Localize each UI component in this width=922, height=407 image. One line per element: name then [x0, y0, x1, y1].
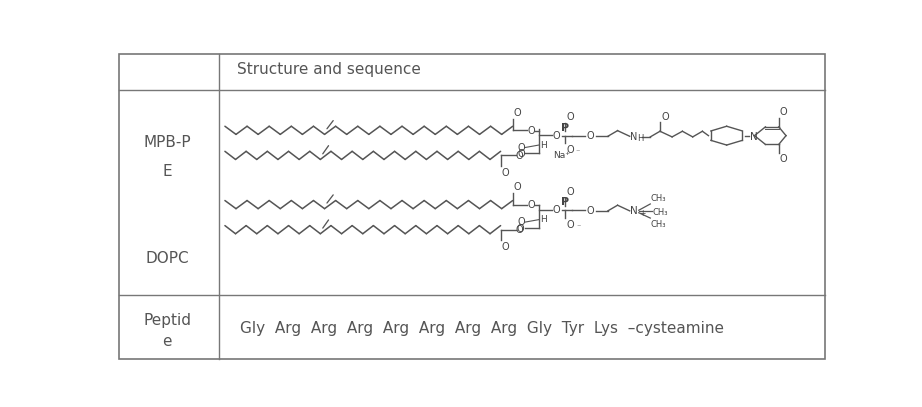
Text: e: e	[162, 334, 171, 348]
Text: E: E	[162, 164, 171, 179]
Text: Gly  Arg  Arg  Arg  Arg  Arg  Arg  Arg  Gly  Tyr  Lys  –cysteamine: Gly Arg Arg Arg Arg Arg Arg Arg Gly Tyr …	[241, 321, 725, 336]
Text: DOPC: DOPC	[146, 251, 189, 266]
Text: Structure and sequence: Structure and sequence	[237, 62, 420, 77]
Text: Peptid: Peptid	[143, 313, 191, 328]
Text: MPB-P: MPB-P	[143, 136, 191, 150]
